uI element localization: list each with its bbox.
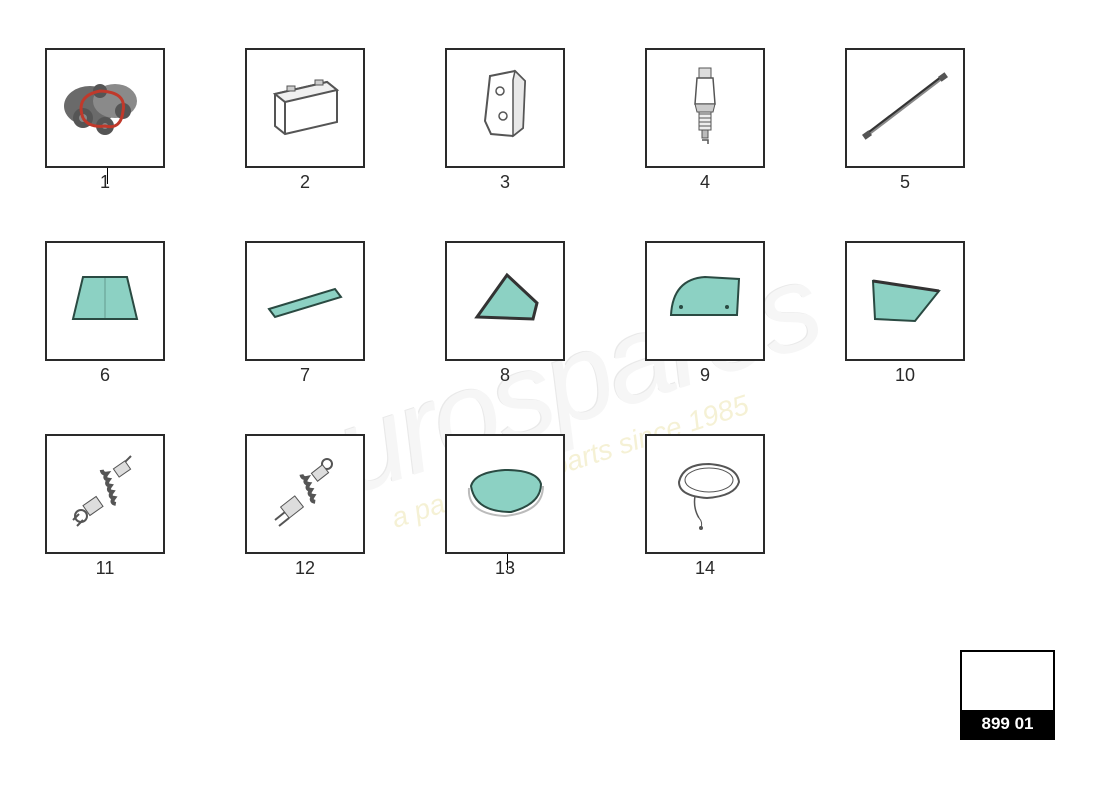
brakepad-icon — [455, 56, 555, 161]
windshield-icon — [55, 249, 155, 354]
battery-icon — [255, 56, 355, 161]
shock2-icon — [255, 442, 355, 547]
reference-box: 899 01 — [960, 650, 1055, 740]
callout-line — [107, 168, 108, 184]
part-number: 3 — [500, 172, 510, 193]
part-cell: 2 — [245, 48, 365, 193]
part-cell: 9 — [645, 241, 765, 386]
grid-row: 6 7 8 9 10 — [45, 241, 965, 386]
reference-code: 899 01 — [962, 710, 1053, 738]
part-cell: 12 — [245, 434, 365, 579]
mirror-housing-icon — [655, 442, 755, 547]
part-number: 5 — [900, 172, 910, 193]
wiper-icon — [855, 56, 955, 161]
part-box — [445, 48, 565, 168]
part-number: 13 — [495, 558, 515, 579]
part-number: 2 — [300, 172, 310, 193]
shock1-icon — [55, 442, 155, 547]
part-number: 6 — [100, 365, 110, 386]
part-number: 4 — [700, 172, 710, 193]
glass-strip-icon — [255, 249, 355, 354]
glass-tri1-icon — [455, 249, 555, 354]
part-number: 14 — [695, 558, 715, 579]
part-cell: 11 — [45, 434, 165, 579]
part-cell: 1 — [45, 48, 165, 193]
part-cell: 3 — [445, 48, 565, 193]
part-box — [45, 48, 165, 168]
part-cell: 14 — [645, 434, 765, 579]
part-number: 10 — [895, 365, 915, 386]
grid-row: 1 2 3 4 5 — [45, 48, 965, 193]
mirror-glass-icon — [455, 442, 555, 547]
part-number: 8 — [500, 365, 510, 386]
engine-icon — [55, 56, 155, 161]
sparkplug-icon — [655, 56, 755, 161]
part-number: 1 — [100, 172, 110, 193]
part-box — [245, 48, 365, 168]
part-box — [45, 241, 165, 361]
part-box — [845, 241, 965, 361]
part-box — [645, 434, 765, 554]
grid-row: 11 12 13 14 — [45, 434, 965, 579]
part-cell: 13 — [445, 434, 565, 579]
part-cell: 4 — [645, 48, 765, 193]
part-cell: 5 — [845, 48, 965, 193]
part-number: 9 — [700, 365, 710, 386]
part-cell: 6 — [45, 241, 165, 386]
part-box — [645, 241, 765, 361]
part-box — [245, 434, 365, 554]
glass-tri2-icon — [855, 249, 955, 354]
part-box — [245, 241, 365, 361]
part-box — [645, 48, 765, 168]
part-box — [845, 48, 965, 168]
part-box — [445, 434, 565, 554]
part-cell: 8 — [445, 241, 565, 386]
door-glass-icon — [655, 249, 755, 354]
part-number: 12 — [295, 558, 315, 579]
callout-line — [507, 554, 508, 570]
part-cell: 10 — [845, 241, 965, 386]
parts-grid: 1 2 3 4 5 6 7 8 9 10 — [45, 48, 965, 579]
part-box — [445, 241, 565, 361]
part-box — [45, 434, 165, 554]
part-cell: 7 — [245, 241, 365, 386]
part-number: 11 — [96, 558, 115, 579]
part-number: 7 — [300, 365, 310, 386]
